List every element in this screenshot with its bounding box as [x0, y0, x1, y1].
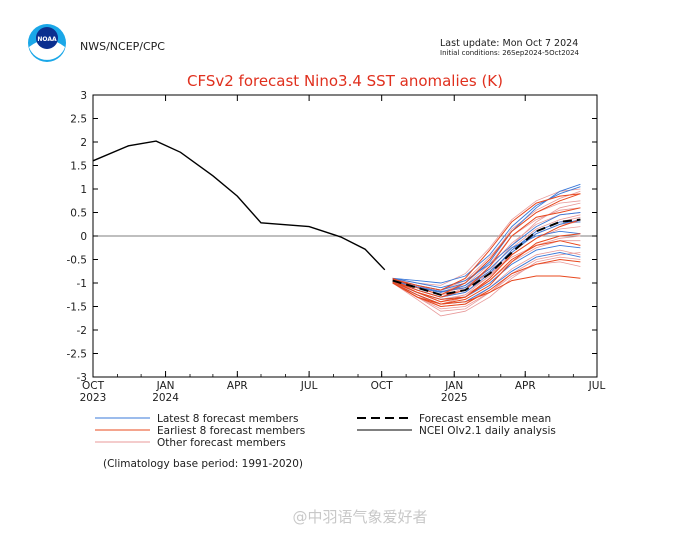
earliest-member-line	[392, 275, 581, 305]
latest-member-line	[392, 212, 581, 289]
watermark: @中羽语气象爱好者	[292, 508, 427, 526]
x-tick-label: JUL	[588, 380, 606, 392]
legend-item-mean: Forecast ensemble mean	[357, 413, 551, 425]
y-tick-label: 0.5	[70, 208, 87, 220]
agency-label: NWS/NCEP/CPC	[80, 40, 165, 53]
other-member-line	[392, 256, 581, 317]
x-tick-year: 2025	[441, 392, 468, 404]
x-tick-year: 2024	[152, 392, 179, 404]
x-tick-label: JUL	[300, 380, 318, 392]
earliest-member-line	[392, 219, 581, 303]
legend-item-earliest: Earliest 8 forecast members	[95, 425, 305, 437]
x-tick-label: OCT	[82, 380, 105, 392]
legend-label: Earliest 8 forecast members	[157, 425, 305, 437]
x-tick-label: APR	[515, 380, 536, 392]
y-tick-label: 0	[80, 231, 87, 243]
earliest-member-line	[392, 193, 581, 296]
y-tick-label: -3	[77, 372, 87, 384]
x-tick-year: 2023	[80, 392, 107, 404]
legend-label: Forecast ensemble mean	[419, 413, 551, 425]
initial-conditions: Initial conditions: 26Sep2024-5Oct2024	[440, 49, 580, 57]
x-tick-label: APR	[227, 380, 248, 392]
legend-item-latest: Latest 8 forecast members	[95, 413, 298, 425]
y-tick-label: 3	[80, 90, 87, 102]
legend-item-other: Other forecast members	[95, 437, 286, 449]
y-tick-label: 1	[80, 184, 87, 196]
noaa-logo: NOAA	[28, 24, 66, 62]
analysis-line	[92, 140, 386, 271]
y-tick-label: 1.5	[70, 161, 87, 173]
x-tick-label: OCT	[371, 380, 394, 392]
y-tick-label: -1	[77, 278, 87, 290]
legend-label: Other forecast members	[157, 437, 286, 449]
earliest-member-line	[392, 193, 581, 291]
earliest-member-line	[392, 233, 581, 305]
y-tick-label: -2	[77, 325, 87, 337]
logo-text: NOAA	[37, 36, 57, 43]
legend-item-analysis: NCEI OIv2.1 daily analysis	[357, 425, 556, 437]
earliest-member-line	[392, 258, 581, 308]
climatology-note: (Climatology base period: 1991-2020)	[103, 458, 303, 470]
latest-member-line	[392, 186, 581, 284]
y-tick-label: -1.5	[67, 302, 88, 314]
y-tick-label: 2.5	[70, 114, 87, 126]
latest-member-line	[392, 219, 581, 292]
earliest-member-line	[392, 207, 581, 298]
x-tick-label: JAN	[156, 380, 175, 392]
chart-title: CFSv2 forecast Nino3.4 SST anomalies (K)	[187, 72, 503, 90]
y-tick-label: -0.5	[67, 255, 88, 267]
legend-label: Latest 8 forecast members	[157, 413, 298, 425]
legend-label: NCEI OIv2.1 daily analysis	[419, 425, 556, 437]
ensemble-mean-line	[392, 218, 581, 296]
other-member-line	[392, 188, 581, 286]
x-tick-label: JAN	[444, 380, 463, 392]
y-tick-label: -2.5	[67, 349, 88, 361]
earliest-member-line	[392, 240, 581, 300]
last-update: Last update: Mon Oct 7 2024	[440, 38, 578, 49]
y-tick-label: 2	[80, 137, 87, 149]
